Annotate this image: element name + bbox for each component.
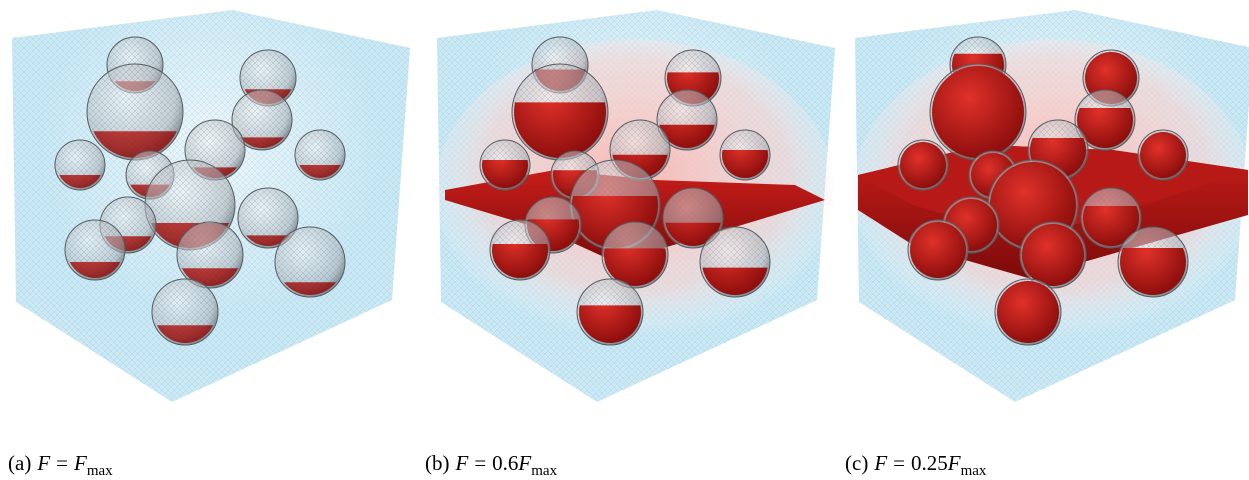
caption-rel: = <box>893 451 905 475</box>
damage <box>1022 224 1084 286</box>
caption: (b)F=0.6Fmax <box>425 451 558 479</box>
figure: (a)F=Fmax(b)F=0.6Fmax(c)F=0.25Fmax <box>0 0 1249 480</box>
panel: (a)F=Fmax <box>8 10 410 479</box>
caption-rhs-var: F <box>517 451 531 475</box>
caption-sub: max <box>87 463 113 479</box>
caption-coef: 0.25 <box>911 451 948 475</box>
caption-coef: 0.6 <box>492 451 518 475</box>
caption-rel: = <box>56 451 68 475</box>
panel: (c)F=0.25Fmax <box>845 10 1249 479</box>
caption: (a)F=Fmax <box>8 451 113 479</box>
caption-label: (a) <box>8 451 31 475</box>
caption-rel: = <box>474 451 486 475</box>
damage <box>997 281 1059 343</box>
caption-rhs-var: F <box>73 451 87 475</box>
damage <box>932 66 1024 158</box>
caption-sub: max <box>531 463 557 479</box>
caption-var: F <box>873 451 887 475</box>
caption: (c)F=0.25Fmax <box>845 451 987 479</box>
panels: (a)F=Fmax(b)F=0.6Fmax(c)F=0.25Fmax <box>8 10 1249 479</box>
caption-label: (c) <box>845 451 868 475</box>
caption-rhs-var: F <box>947 451 961 475</box>
page: (a)F=Fmax(b)F=0.6Fmax(c)F=0.25Fmax (() =… <box>0 0 1249 480</box>
caption-label: (b) <box>425 451 450 475</box>
caption-var: F <box>455 451 469 475</box>
caption-sub: max <box>961 463 987 479</box>
damage <box>910 222 966 278</box>
damage <box>900 142 946 188</box>
caption-var: F <box>36 451 50 475</box>
panel: (b)F=0.6Fmax <box>425 10 835 479</box>
damage <box>1140 132 1186 178</box>
